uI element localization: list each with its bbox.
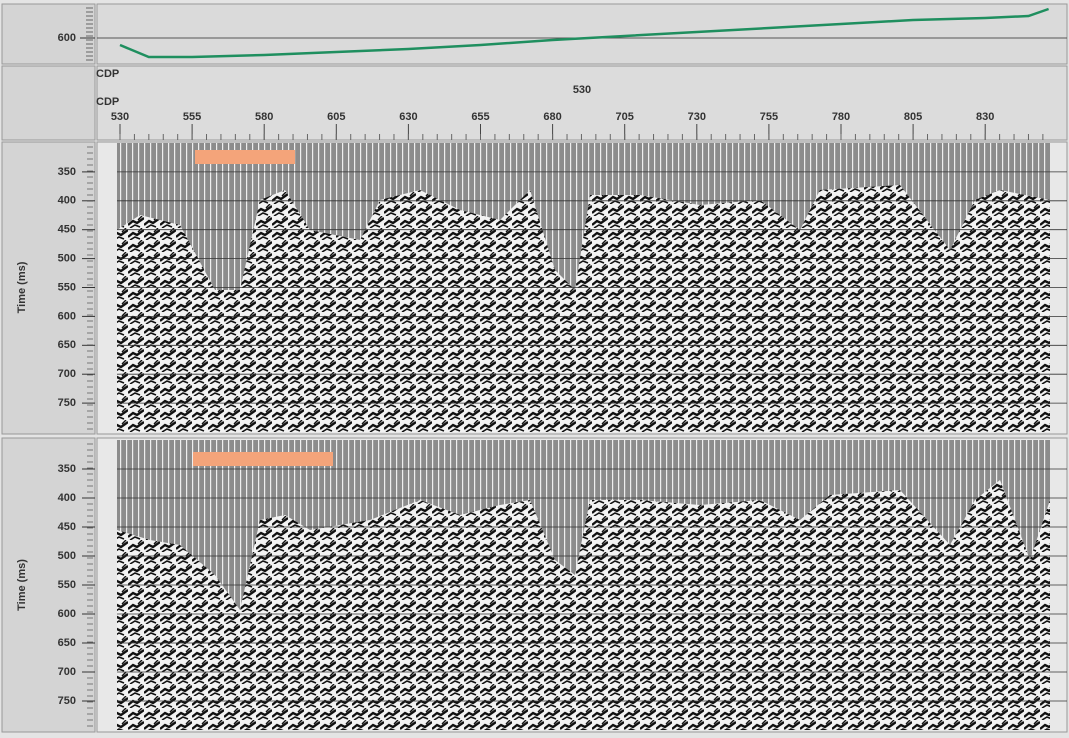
panel-tag bbox=[193, 452, 333, 466]
y-tick-label: 700 bbox=[58, 368, 76, 380]
y-tick-label: 650 bbox=[58, 339, 76, 351]
y-tick-label: 750 bbox=[58, 397, 76, 409]
y-tick-label: 450 bbox=[58, 521, 76, 533]
cdp-axis-left bbox=[1, 65, 96, 141]
cdp-label: CDP bbox=[96, 96, 119, 108]
panel-axis-box bbox=[1, 141, 96, 435]
x-tick-label: 780 bbox=[832, 111, 850, 123]
cdp-axis-box bbox=[96, 65, 1068, 141]
x-tick-label: 655 bbox=[471, 111, 489, 123]
y-tick-label: 700 bbox=[58, 666, 76, 678]
y-tick-label: 400 bbox=[58, 195, 76, 207]
x-tick-label: 805 bbox=[904, 111, 922, 123]
x-tick-label: 555 bbox=[183, 111, 201, 123]
x-tick-label: 605 bbox=[327, 111, 345, 123]
seismic-section bbox=[117, 185, 1050, 432]
y-tick-label: 400 bbox=[58, 492, 76, 504]
panel-axis-box bbox=[1, 437, 96, 733]
y-tick-label: 750 bbox=[58, 695, 76, 707]
cdp-label: CDP bbox=[96, 68, 119, 80]
x-tick-label: 680 bbox=[543, 111, 561, 123]
y-tick-label: 600 bbox=[58, 32, 76, 44]
y-tick-label: 450 bbox=[58, 224, 76, 236]
header-axis-box bbox=[1, 3, 96, 65]
y-tick-label: 550 bbox=[58, 579, 76, 591]
x-tick-label: 830 bbox=[976, 111, 994, 123]
y-axis-label: Time (ms) bbox=[16, 261, 28, 313]
y-tick-label: 600 bbox=[58, 310, 76, 322]
y-tick-label: 600 bbox=[58, 608, 76, 620]
x-tick-label: 730 bbox=[688, 111, 706, 123]
panel-tag bbox=[195, 150, 295, 164]
y-tick-label: 500 bbox=[58, 550, 76, 562]
current-cdp: 530 bbox=[573, 84, 591, 96]
x-tick-label: 755 bbox=[760, 111, 778, 123]
x-tick-label: 580 bbox=[255, 111, 273, 123]
x-tick-label: 630 bbox=[399, 111, 417, 123]
y-tick-label: 500 bbox=[58, 253, 76, 265]
x-tick-label: 705 bbox=[616, 111, 634, 123]
y-axis-label: Time (ms) bbox=[16, 559, 28, 611]
y-tick-label: 550 bbox=[58, 281, 76, 293]
curve bbox=[119, 7, 1050, 59]
seismic-section bbox=[117, 480, 1050, 730]
y-tick-label: 350 bbox=[58, 463, 76, 475]
y-tick-label: 650 bbox=[58, 637, 76, 649]
y-tick-label: 350 bbox=[58, 166, 76, 178]
x-tick-label: 530 bbox=[111, 111, 129, 123]
